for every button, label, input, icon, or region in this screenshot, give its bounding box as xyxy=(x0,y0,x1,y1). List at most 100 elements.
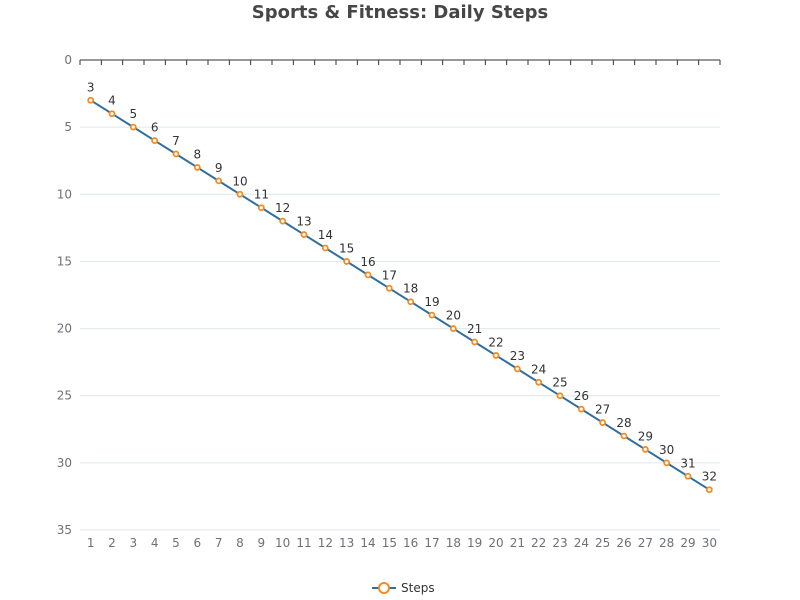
data-label: 26 xyxy=(574,389,589,403)
x-tick-label: 1 xyxy=(87,536,95,550)
x-tick-label: 17 xyxy=(424,536,439,550)
data-point[interactable] xyxy=(151,137,159,144)
data-label: 24 xyxy=(531,362,546,376)
x-tick-label: 20 xyxy=(488,536,503,550)
x-tick-label: 16 xyxy=(403,536,418,550)
y-tick-label: 20 xyxy=(57,322,72,336)
data-label: 31 xyxy=(680,456,695,470)
x-tick-label: 7 xyxy=(215,536,223,550)
y-tick-label: 30 xyxy=(57,456,72,470)
data-label: 3 xyxy=(87,80,95,94)
data-point[interactable] xyxy=(321,244,329,252)
x-tick-label: 3 xyxy=(130,536,138,550)
x-tick-label: 14 xyxy=(360,536,375,550)
x-tick-label: 24 xyxy=(574,536,589,550)
x-tick-label: 25 xyxy=(595,536,610,550)
x-tick-label: 2 xyxy=(108,536,116,550)
grid-lines xyxy=(80,126,720,531)
x-tick-label: 23 xyxy=(552,536,567,550)
x-tick-label: 6 xyxy=(194,536,202,550)
data-label: 29 xyxy=(638,429,653,443)
data-point[interactable] xyxy=(705,486,713,494)
data-point[interactable] xyxy=(343,258,351,265)
x-tick-label: 10 xyxy=(275,536,290,550)
data-point[interactable] xyxy=(87,96,95,104)
data-point[interactable] xyxy=(129,123,137,131)
x-tick-label: 12 xyxy=(318,536,333,550)
data-point[interactable] xyxy=(257,204,265,212)
data-point[interactable] xyxy=(684,472,692,480)
legend[interactable]: Steps xyxy=(372,581,435,595)
legend-marker-icon xyxy=(378,582,390,594)
data-label: 9 xyxy=(215,161,223,175)
x-tick-label: 18 xyxy=(446,536,461,550)
x-tick-label: 30 xyxy=(702,536,717,550)
data-point[interactable] xyxy=(364,271,372,279)
data-label: 10 xyxy=(232,174,247,188)
x-tick-label: 11 xyxy=(296,536,311,550)
data-label: 17 xyxy=(382,268,397,282)
data-point[interactable] xyxy=(577,405,585,413)
x-tick-label: 19 xyxy=(467,536,482,550)
data-point[interactable] xyxy=(193,164,201,171)
data-point[interactable] xyxy=(513,365,521,373)
data-label: 28 xyxy=(616,416,631,430)
data-point[interactable] xyxy=(492,352,500,359)
data-label: 14 xyxy=(318,228,333,242)
x-tick-label: 5 xyxy=(172,536,180,550)
data-point[interactable] xyxy=(279,217,287,225)
data-label: 23 xyxy=(510,349,525,363)
x-tick-label: 4 xyxy=(151,536,159,550)
data-point[interactable] xyxy=(620,432,628,440)
x-tick-label: 21 xyxy=(510,536,525,550)
data-point[interactable] xyxy=(428,311,436,319)
data-label: 13 xyxy=(296,215,311,229)
data-point[interactable] xyxy=(599,419,607,426)
data-point[interactable] xyxy=(641,446,649,453)
data-label: 27 xyxy=(595,403,610,417)
data-label: 18 xyxy=(403,282,418,296)
y-tick-label: 15 xyxy=(57,254,72,268)
x-tick-label: 26 xyxy=(616,536,631,550)
data-point[interactable] xyxy=(215,177,223,185)
data-label: 6 xyxy=(151,121,159,135)
data-label: 5 xyxy=(130,107,138,121)
x-tick-label: 28 xyxy=(659,536,674,550)
data-point[interactable] xyxy=(407,298,415,306)
data-point[interactable] xyxy=(449,325,457,332)
data-label: 19 xyxy=(424,295,439,309)
data-label: 32 xyxy=(702,470,717,484)
x-tick-label: 9 xyxy=(258,536,266,550)
y-tick-label: 35 xyxy=(57,523,72,537)
series-steps xyxy=(87,96,713,494)
x-tick-label: 27 xyxy=(638,536,653,550)
x-tick-label: 13 xyxy=(339,536,354,550)
data-label: 20 xyxy=(446,309,461,323)
x-tick-label: 8 xyxy=(236,536,244,550)
data-point[interactable] xyxy=(108,110,116,118)
data-point[interactable] xyxy=(236,190,244,198)
data-label: 8 xyxy=(194,147,202,161)
x-tick-label: 22 xyxy=(531,536,546,550)
data-label: 4 xyxy=(108,94,116,108)
data-point[interactable] xyxy=(385,284,393,292)
data-label: 22 xyxy=(488,335,503,349)
data-label: 30 xyxy=(659,443,674,457)
data-point[interactable] xyxy=(300,231,308,238)
data-label: 7 xyxy=(172,134,180,148)
y-tick-label: 5 xyxy=(64,120,72,134)
data-label: 12 xyxy=(275,201,290,215)
x-tick-label: 15 xyxy=(382,536,397,550)
data-point[interactable] xyxy=(172,150,180,158)
data-point[interactable] xyxy=(556,392,564,400)
legend-label[interactable]: Steps xyxy=(401,581,435,595)
data-label: 11 xyxy=(254,188,269,202)
data-label: 25 xyxy=(552,376,567,390)
chart-title: Sports & Fitness: Daily Steps xyxy=(251,2,549,23)
data-point[interactable] xyxy=(471,338,479,346)
data-point[interactable] xyxy=(535,378,543,386)
data-point[interactable] xyxy=(663,459,671,467)
